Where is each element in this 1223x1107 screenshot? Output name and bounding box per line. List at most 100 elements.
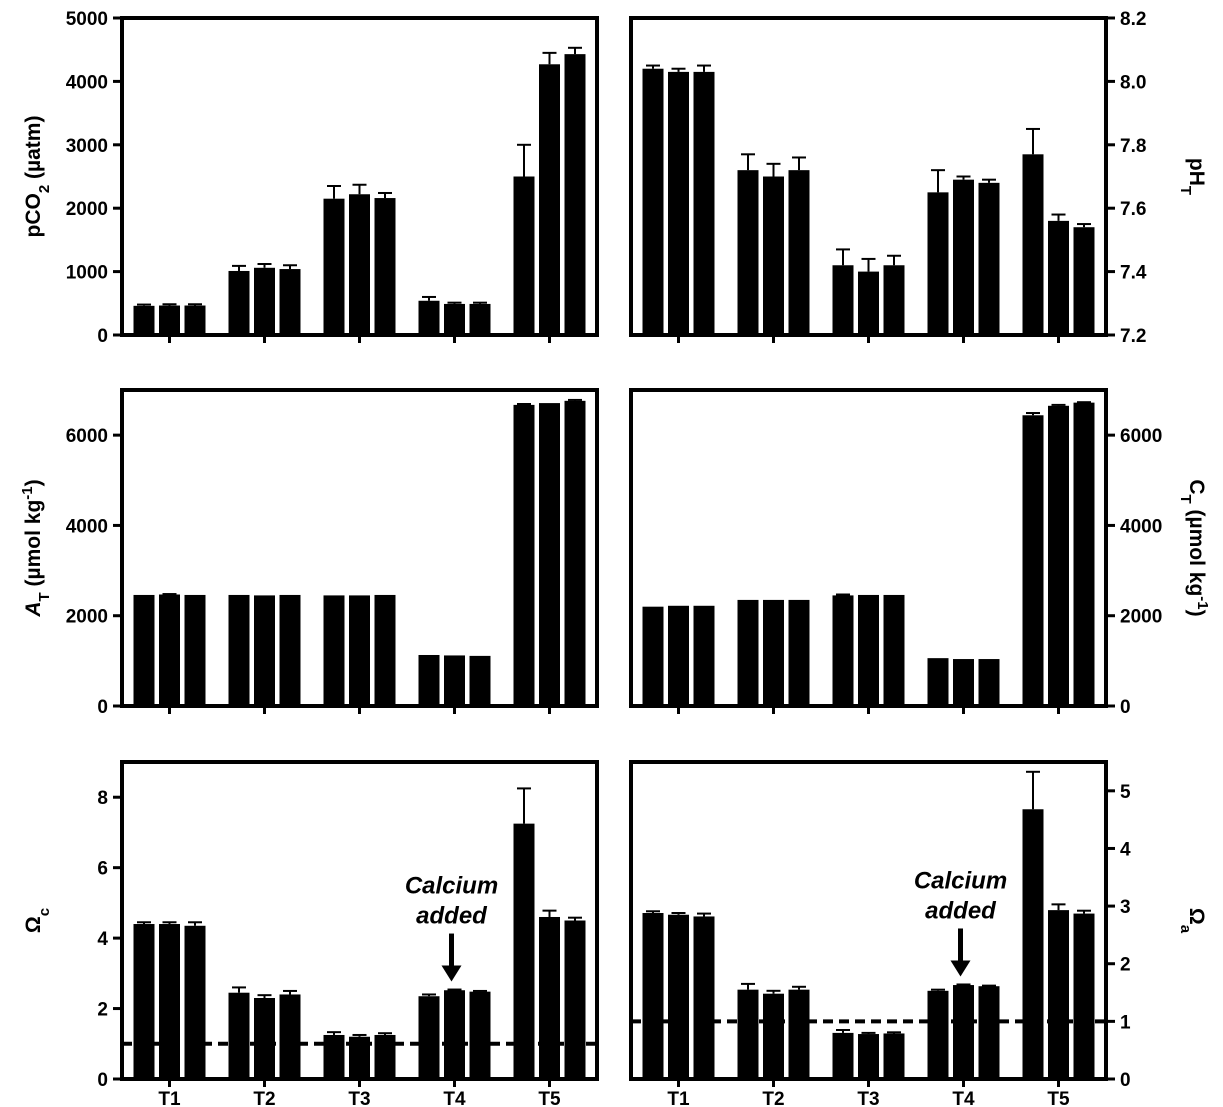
y-axis-label: AT (µmol kg-1) (19, 479, 53, 617)
bar (539, 916, 560, 1079)
bar (349, 194, 370, 335)
y-tick-label: 0 (1120, 697, 1131, 718)
bar (642, 68, 664, 335)
y-tick-label: 2 (97, 1000, 108, 1021)
y-axis-label-main: C (1185, 479, 1208, 494)
bar (184, 305, 206, 335)
bar (763, 176, 784, 335)
bar (668, 71, 689, 335)
bar (513, 176, 535, 335)
y-axis-label-main: pCO (22, 193, 45, 237)
bar (539, 64, 560, 336)
annotation-line-2: added (925, 897, 997, 924)
x-tick-label: T3 (857, 1089, 879, 1107)
bar (254, 997, 275, 1079)
y-axis-label: CT (µmol kg-1) (1178, 479, 1212, 616)
y-tick-label: 8 (97, 788, 108, 809)
bar (444, 990, 465, 1079)
bar (927, 192, 949, 335)
y-tick-label: 0 (1120, 1070, 1131, 1091)
bar (323, 1034, 345, 1079)
y-axis-label-sub: T (36, 592, 53, 601)
bar (159, 305, 180, 335)
x-tick-label: T2 (253, 1089, 275, 1107)
bar (469, 991, 491, 1079)
chart-panel-4: 0 2000 4000 6000 CT (µmol kg-1) (629, 388, 1212, 718)
y-axis-label-sub: c (36, 908, 53, 916)
y-tick-label: 6000 (66, 426, 108, 447)
bar (883, 265, 905, 335)
bar (228, 270, 250, 335)
bar (737, 989, 759, 1079)
x-tick-label: T5 (1047, 1089, 1070, 1107)
bar (564, 400, 586, 706)
annotation-line-1: Calcium (914, 867, 1007, 894)
y-axis-label-main: A (22, 601, 45, 617)
y-axis-label-sub: a (1178, 925, 1195, 934)
bar (513, 404, 535, 706)
x-tick-label: T4 (443, 1089, 466, 1107)
bar (858, 271, 879, 335)
bar (1073, 402, 1095, 706)
y-tick-label: 7.4 (1120, 263, 1147, 284)
bar (668, 605, 689, 706)
bar (374, 198, 396, 335)
y-axis-label: pHT (1178, 158, 1209, 195)
y-axis-label: Ωc (22, 908, 53, 933)
y-tick-label: 0 (97, 1070, 108, 1091)
y-axis-label-sup: -1 (1195, 596, 1212, 609)
bar (279, 994, 301, 1079)
y-tick-label: 7.2 (1120, 326, 1146, 347)
bar (953, 179, 974, 335)
bar (1048, 220, 1069, 335)
y-tick-label: 2000 (66, 199, 108, 220)
bar (1022, 154, 1044, 335)
bar (788, 170, 810, 335)
y-tick-label: 7.8 (1120, 136, 1146, 157)
bar (159, 594, 180, 706)
bar (133, 594, 155, 706)
bar (564, 920, 586, 1079)
bar (228, 992, 250, 1079)
bar (642, 606, 664, 706)
bar (858, 1034, 879, 1079)
bar (564, 54, 586, 335)
bar (133, 924, 155, 1079)
bar (693, 71, 715, 335)
chart-panel-5: 0 2 4 6 8 T1 T2 T3 T4 T5 Ωc Calcium added (22, 760, 599, 1107)
bar (469, 303, 491, 335)
bar (513, 823, 535, 1079)
y-axis-label-end: ) (1185, 610, 1208, 617)
bar (254, 267, 275, 335)
y-axis-label-sub: T (1178, 495, 1195, 504)
bar (763, 599, 784, 706)
y-tick-label: 1000 (66, 263, 108, 284)
bar (978, 182, 1000, 335)
bar (228, 594, 250, 706)
y-axis-label: pCO2 (µatm) (22, 116, 53, 238)
bar (1048, 910, 1069, 1079)
y-tick-label: 5000 (66, 9, 108, 30)
y-tick-label: 7.6 (1120, 199, 1146, 220)
bar (953, 659, 974, 706)
bar (539, 403, 560, 706)
bar (668, 914, 689, 1079)
bar (1048, 405, 1069, 706)
bar (184, 594, 206, 706)
bar (349, 1036, 370, 1079)
x-tick-label: T1 (158, 1089, 181, 1107)
y-axis-label-main: Ω (1185, 908, 1208, 925)
y-tick-label: 1 (1120, 1012, 1131, 1033)
bar (953, 985, 974, 1079)
bar (883, 594, 905, 706)
bar (418, 654, 440, 706)
y-axis-label-sup: -1 (19, 486, 36, 499)
y-tick-label: 6000 (1120, 426, 1162, 447)
x-tick-label: T1 (667, 1089, 690, 1107)
bar (978, 659, 1000, 706)
y-tick-label: 8.2 (1120, 9, 1146, 30)
y-axis-label: Ωa (1178, 908, 1209, 934)
annotation-line-1: Calcium (405, 873, 498, 900)
y-tick-label: 2 (1120, 955, 1131, 976)
y-axis-label-rest: (µatm) (22, 116, 45, 185)
